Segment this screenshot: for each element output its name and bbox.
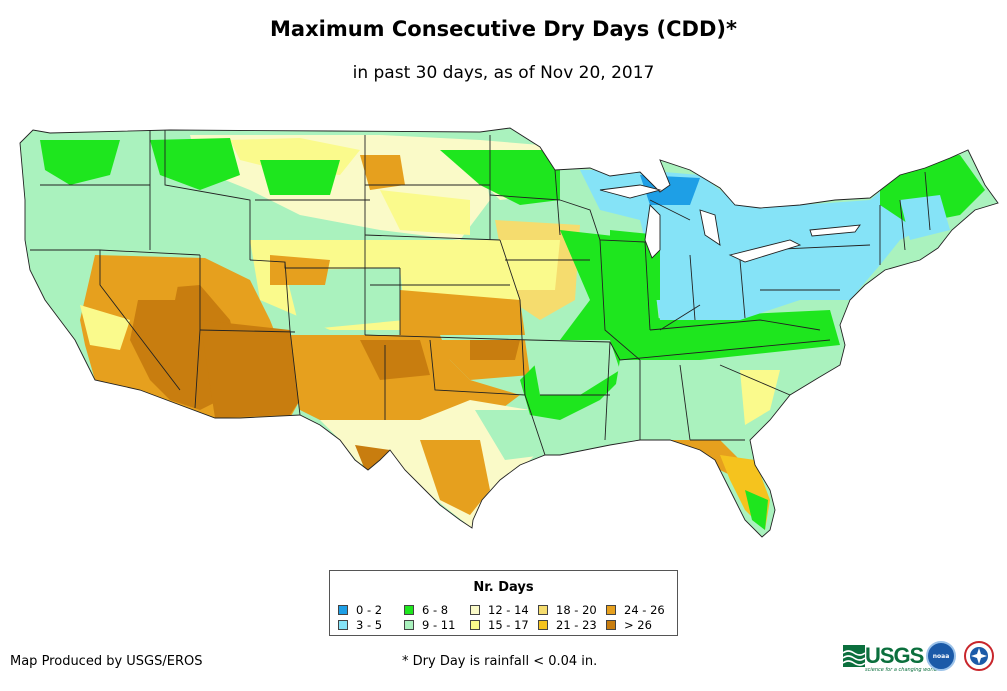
- region-east-texas: [475, 410, 545, 460]
- legend-label: > 26: [624, 618, 652, 632]
- legend-swatch: [606, 605, 616, 615]
- legend-item: > 26: [606, 618, 652, 632]
- lake-erie: [728, 239, 802, 263]
- region-montana-green: [260, 160, 340, 195]
- noaa-logo: noaa: [926, 641, 956, 671]
- region-georgia-sc: [740, 370, 780, 425]
- legend-label: 15 - 17: [488, 618, 529, 632]
- great-lakes: [599, 184, 861, 263]
- lake-huron: [699, 209, 721, 246]
- legend-label: 3 - 5: [356, 618, 383, 632]
- legend-swatch: [338, 620, 348, 630]
- region-washington: [40, 140, 120, 185]
- legend-item: 0 - 2: [338, 603, 382, 617]
- map-title: Maximum Consecutive Dry Days (CDD)*: [270, 17, 737, 41]
- region-south-texas: [420, 440, 490, 515]
- region-new-england-blue: [900, 195, 950, 240]
- legend-item: 9 - 11: [404, 618, 455, 632]
- legend-label: 0 - 2: [356, 603, 383, 617]
- legend-item: 18 - 20: [538, 603, 597, 617]
- legend-item: 15 - 17: [470, 618, 529, 632]
- legend-swatch: [538, 605, 548, 615]
- legend-item: 6 - 8: [404, 603, 448, 617]
- legend-label: 6 - 8: [422, 603, 449, 617]
- legend-item: 3 - 5: [338, 618, 382, 632]
- nws-logo: [964, 641, 994, 671]
- credit-text: Map Produced by USGS/EROS: [10, 654, 203, 669]
- region-nm-core: [360, 340, 430, 380]
- usgs-wave-icon: [843, 645, 865, 667]
- usgs-wordmark: USGS: [865, 643, 924, 668]
- region-nevada: [120, 275, 180, 300]
- legend-label: 21 - 23: [556, 618, 597, 632]
- region-tennessee-valley: [620, 310, 840, 360]
- region-nd-dry: [360, 155, 405, 190]
- usgs-tagline: science for a changing world: [865, 667, 937, 673]
- legend-label: 9 - 11: [422, 618, 456, 632]
- legend-label: 18 - 20: [556, 603, 597, 617]
- legend-swatch: [470, 605, 480, 615]
- noaa-wordmark: noaa: [932, 653, 950, 660]
- region-kansas-dry: [400, 290, 525, 335]
- usgs-logo: USGS science for a changing world: [843, 643, 937, 673]
- region-utah-dry: [270, 255, 330, 285]
- region-southern-az: [200, 320, 300, 418]
- legend-item: 21 - 23: [538, 618, 597, 632]
- legend-swatch: [404, 605, 414, 615]
- lake-superior: [599, 184, 662, 199]
- lake-ontario: [809, 224, 861, 237]
- legend-item: 12 - 14: [470, 603, 529, 617]
- region-south-florida: [745, 490, 768, 530]
- lake-michigan: [644, 204, 661, 259]
- legend-swatch: [538, 620, 548, 630]
- region-north-dakota-mn: [440, 150, 560, 205]
- region-oklahoma-core: [470, 340, 520, 360]
- legend-title: Nr. Days: [473, 580, 534, 595]
- legend-label: 24 - 26: [624, 603, 665, 617]
- region-california-coast: [80, 305, 130, 350]
- region-iowa: [500, 240, 560, 290]
- region-sd: [380, 190, 470, 235]
- legend-swatch: [606, 620, 616, 630]
- map-fill: [20, 128, 998, 537]
- legend-label: 12 - 14: [488, 603, 529, 617]
- legend-swatch: [470, 620, 480, 630]
- region-arkansas: [530, 340, 620, 395]
- legend: Nr. Days 0 - 2 3 - 5 6 - 8 9 - 11 12 - 1…: [329, 570, 678, 636]
- state-borders: [19, 127, 999, 538]
- legend-swatch: [338, 605, 348, 615]
- map-subtitle: in past 30 days, as of Nov 20, 2017: [352, 63, 655, 83]
- legend-swatch: [404, 620, 414, 630]
- region-idaho: [150, 138, 240, 190]
- footnote-text: * Dry Day is rainfall < 0.04 in.: [402, 654, 598, 669]
- nws-emblem-icon: [970, 647, 988, 665]
- legend-item: 24 - 26: [606, 603, 665, 617]
